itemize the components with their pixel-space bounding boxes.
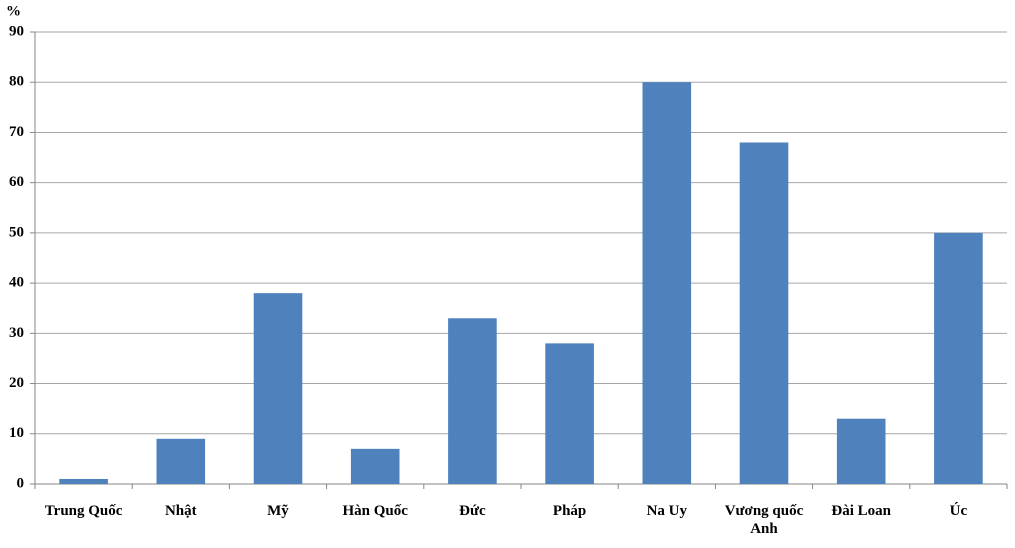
x-tick-label: Mỹ xyxy=(267,503,289,519)
bar xyxy=(156,438,206,484)
y-tick-label: 90 xyxy=(9,23,24,39)
bar xyxy=(739,142,789,484)
bar xyxy=(350,448,400,484)
x-tick-label: Đài Loan xyxy=(831,503,891,519)
x-tick-label: Vương quốc Anh xyxy=(724,503,804,537)
y-tick-label: 70 xyxy=(9,124,24,140)
y-tick-label: 30 xyxy=(9,325,24,341)
y-tick-label: 20 xyxy=(9,375,24,391)
bar xyxy=(836,418,886,484)
bar xyxy=(934,232,983,484)
x-tick-label: Úc xyxy=(949,503,968,519)
x-tick-label: Đức xyxy=(459,503,486,519)
x-tick-label: Pháp xyxy=(552,503,587,519)
y-tick-label: 10 xyxy=(9,425,24,441)
bar xyxy=(545,343,594,484)
bar xyxy=(253,293,303,484)
y-axis-label: % xyxy=(6,3,21,19)
bar xyxy=(448,318,497,484)
y-tick-label: 50 xyxy=(9,224,24,240)
y-tick-label: 0 xyxy=(17,475,25,491)
x-tick-label: Nhật xyxy=(164,503,197,519)
bar xyxy=(59,478,108,484)
bar xyxy=(642,82,692,484)
y-tick-label: 40 xyxy=(9,275,24,291)
y-tick-label: 80 xyxy=(9,74,24,90)
x-tick-label: Hàn Quốc xyxy=(342,503,408,519)
x-tick-label: Na Uy xyxy=(646,503,687,519)
y-tick-label: 60 xyxy=(9,174,24,190)
x-tick-label: Trung Quốc xyxy=(44,503,123,519)
